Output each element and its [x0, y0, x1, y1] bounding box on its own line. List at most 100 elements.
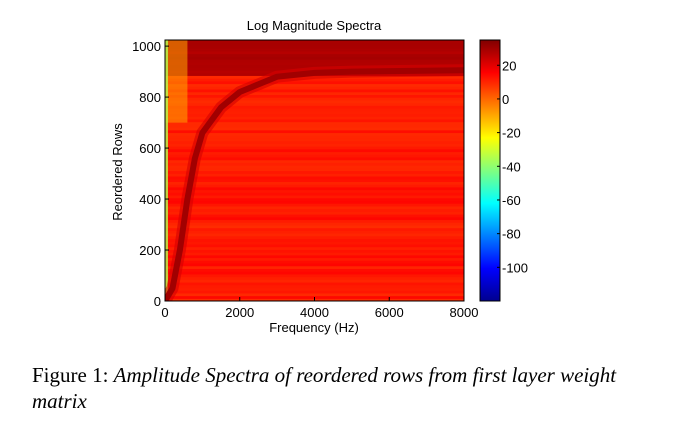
heatmap-area [165, 40, 464, 301]
heatmap-row [165, 116, 464, 120]
heatmap-row [165, 135, 464, 139]
heatmap-row [165, 173, 464, 177]
heatmap-row [165, 257, 464, 261]
heatmap-row [165, 86, 464, 90]
heatmap-row [165, 178, 464, 182]
heatmap-row [165, 151, 464, 155]
colorbar-tick-label: -40 [502, 159, 521, 174]
y-tick-label: 800 [139, 90, 161, 105]
heatmap-row [165, 216, 464, 221]
heatmap-row [165, 137, 464, 142]
heatmap-row [165, 287, 464, 291]
heatmap-row [165, 200, 464, 204]
heatmap-row [165, 271, 464, 275]
colorbar-tick-label: -80 [502, 227, 521, 242]
spectral-ridge [165, 67, 464, 301]
heatmap-row [165, 224, 464, 229]
heatmap-row [165, 127, 464, 131]
colorbar-tick-label: -100 [502, 260, 528, 275]
heatmap-row [165, 102, 464, 106]
heatmap-row [165, 129, 464, 134]
heatmap-row [165, 121, 464, 125]
heatmap-low-frequency-band [165, 40, 188, 123]
heatmap-row [165, 148, 464, 153]
heatmap-row [165, 203, 464, 207]
heatmap-row [165, 45, 464, 49]
heatmap-row [165, 192, 464, 196]
heatmap-row [165, 238, 464, 242]
heatmap-row [165, 159, 464, 163]
heatmap-row [165, 222, 464, 226]
heatmap-row [165, 175, 464, 180]
heatmap-row [165, 167, 464, 172]
colorbar-tick-label: 20 [502, 58, 516, 73]
colorbar [479, 39, 501, 302]
caption-text: Amplitude Spectra of reordered rows from… [32, 363, 617, 413]
heatmap-row [165, 279, 464, 283]
heatmap-row [165, 42, 464, 47]
x-tick-label: 2000 [225, 305, 254, 320]
heatmap-row [165, 230, 464, 234]
heatmap-row [165, 132, 464, 136]
y-tick-label: 400 [139, 192, 161, 207]
heatmap-row [165, 124, 464, 128]
heatmap-row [165, 61, 464, 66]
heatmap-row [165, 143, 464, 147]
y-axis-label: Reordered Rows [110, 123, 125, 221]
heatmap-row [165, 110, 464, 115]
heatmap-row [165, 243, 464, 248]
heatmap-row [165, 94, 464, 98]
y-tick-label: 0 [154, 294, 161, 309]
y-tick-label: 600 [139, 141, 161, 156]
x-axis-label: Frequency (Hz) [269, 320, 359, 335]
heatmap-row [165, 91, 464, 95]
heatmap-row [165, 165, 464, 169]
heatmap-row [165, 140, 464, 144]
heatmap-row [165, 241, 464, 245]
heatmap-row [165, 154, 464, 158]
heatmap-row [165, 186, 464, 191]
colorbar-tick-label: 0 [502, 92, 509, 107]
heatmap-row [165, 276, 464, 280]
heatmap-row [165, 189, 464, 193]
heatmap-row [165, 107, 464, 112]
heatmap-row [165, 219, 464, 223]
heatmap-row [165, 252, 464, 256]
heatmap-row [165, 249, 464, 253]
heatmap-row [165, 205, 464, 210]
figure-caption: Figure 1: Amplitude Spectra of reordered… [32, 362, 652, 414]
colorbar-tick-label: -20 [502, 126, 521, 141]
colorbar-axis: 20 0 -20 -40 -60 -80 -100 [497, 58, 528, 275]
heatmap-row [165, 197, 464, 202]
heatmap-row [165, 97, 464, 101]
heatmap-row [165, 281, 464, 286]
x-axis: 0 2000 4000 6000 8000 [161, 297, 478, 320]
colorbar-tick-label: -60 [502, 193, 521, 208]
chart-title: Log Magnitude Spectra [247, 18, 382, 33]
heatmap-row [165, 214, 464, 218]
heatmap-row [165, 211, 464, 215]
heatmap-row [165, 260, 464, 264]
heatmap-row [165, 227, 464, 231]
x-tick-label: 0 [161, 305, 168, 320]
y-tick-label: 1000 [132, 39, 161, 54]
x-tick-label: 4000 [300, 305, 329, 320]
heatmap-row [165, 146, 464, 150]
y-tick-label: 200 [139, 243, 161, 258]
heatmap-row [165, 59, 464, 63]
heatmap-row [165, 181, 464, 185]
x-tick-label: 6000 [375, 305, 404, 320]
heatmap-row [165, 53, 464, 57]
heatmap-row [165, 99, 464, 104]
spectra-figure: Log Magnitude Spectra 0 2000 4000 6000 8000 … [110, 18, 528, 335]
heatmap-row [165, 233, 464, 237]
heatmap-row [165, 64, 464, 68]
heatmap-row [165, 292, 464, 297]
heatmap-row [165, 88, 464, 93]
y-axis: 0 200 400 600 800 1000 [132, 39, 169, 309]
heatmap-row [165, 118, 464, 123]
heatmap-row [165, 284, 464, 289]
heatmap-row [165, 254, 464, 259]
heatmap-row [165, 113, 464, 117]
heatmap-row [165, 162, 464, 166]
